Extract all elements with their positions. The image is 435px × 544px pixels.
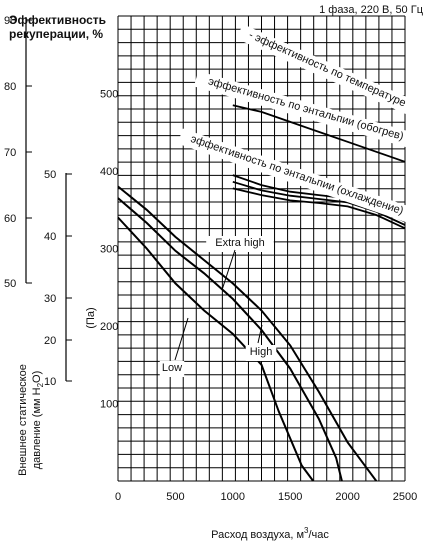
pressure-mm-label-prefix: давление (мм H bbox=[31, 387, 43, 469]
pressure-tick-label: 300 bbox=[100, 244, 118, 256]
pressure-mm-tick-label: 40 bbox=[44, 231, 56, 243]
series-label-low-bg bbox=[159, 361, 185, 377]
x-axis-label-suffix: /час bbox=[308, 529, 329, 541]
power-label: 1 фаза, 220 В, 50 Гц bbox=[319, 4, 424, 16]
x-tick-label: 1000 bbox=[221, 491, 245, 503]
pressure-tick-label: 400 bbox=[100, 166, 118, 178]
leader-low bbox=[174, 317, 189, 361]
pressure-tick-label: 200 bbox=[100, 321, 118, 333]
efficiency-label-temperature-bg bbox=[236, 24, 418, 117]
efficiency-tick-label: 50 bbox=[4, 278, 16, 290]
x-tick-label: 0 bbox=[115, 491, 121, 503]
efficiency-curve-0 bbox=[232, 104, 406, 163]
pressure-curve-2 bbox=[117, 216, 315, 482]
pressure-mm-axis-label-line2: давление (мм H2O) bbox=[31, 371, 45, 470]
series-label-extra-high-group: Extra high bbox=[206, 236, 274, 252]
pressure-mm-label-sub: 2 bbox=[36, 382, 45, 387]
chart-axes bbox=[25, 17, 67, 381]
series-label-high: High bbox=[250, 346, 273, 358]
efficiency-label-enthalpy-cooling-group: эффективность по энтальпии (охлаждение) bbox=[177, 128, 416, 224]
pressure-axis-label: (Па) bbox=[85, 307, 97, 328]
x-tick-label: 2000 bbox=[335, 491, 359, 503]
pressure-tick-label: 100 bbox=[100, 399, 118, 411]
x-axis-label: Расход воздуха, м3/час bbox=[211, 526, 329, 541]
efficiency-axis-title-line2: рекуперации, % bbox=[9, 27, 103, 41]
x-tick-label: 1500 bbox=[278, 491, 302, 503]
pressure-mm-tick-label: 10 bbox=[44, 376, 56, 388]
efficiency-axis-title-line1: Эффективность bbox=[9, 13, 106, 27]
chart-series: - эффективность по температуреэффективно… bbox=[117, 24, 418, 482]
pressure-curve-0 bbox=[117, 185, 378, 482]
x-tick-label: 2500 bbox=[393, 491, 417, 503]
pressure-mm-tick-label: 50 bbox=[44, 169, 56, 181]
leader-high bbox=[257, 324, 263, 344]
efficiency-label-enthalpy-heating-bg bbox=[193, 70, 418, 150]
efficiency-tick-label: 60 bbox=[4, 213, 16, 225]
x-axis-label-prefix: Расход воздуха, м bbox=[211, 529, 304, 541]
series-label-extra-high-bg bbox=[206, 236, 274, 252]
efficiency-tick-label: 90 bbox=[4, 15, 16, 27]
efficiency-curve-2 bbox=[232, 187, 406, 230]
series-label-extra-high: Extra high bbox=[215, 237, 265, 249]
pressure-mm-tick-label: 20 bbox=[44, 335, 56, 347]
series-label-high-bg bbox=[245, 345, 277, 361]
efficiency-label-enthalpy-cooling-bg bbox=[177, 128, 416, 224]
pressure-curve-1 bbox=[117, 197, 343, 482]
series-label-low: Low bbox=[162, 362, 182, 374]
chart-tick-labels: 0 500 1000 1500 2000 2500 100 200 300 400 500 50 60 7… bbox=[4, 15, 417, 503]
pressure-mm-tick-label: 30 bbox=[44, 293, 56, 305]
series-label-low-group: Low bbox=[159, 361, 185, 377]
x-axis-label-sup: 3 bbox=[304, 526, 309, 535]
leader-extra-high bbox=[221, 249, 236, 291]
pressure-mm-label-suffix: O) bbox=[31, 371, 43, 383]
x-tick-label: 500 bbox=[166, 491, 184, 503]
series-label-high-group: High bbox=[245, 345, 277, 361]
pressure-mm-axis-label-line1: Внешнее статическое bbox=[17, 364, 29, 476]
efficiency-tick-label: 80 bbox=[4, 81, 16, 93]
efficiency-tick-label: 70 bbox=[4, 147, 16, 159]
pressure-tick-label: 500 bbox=[100, 89, 118, 101]
